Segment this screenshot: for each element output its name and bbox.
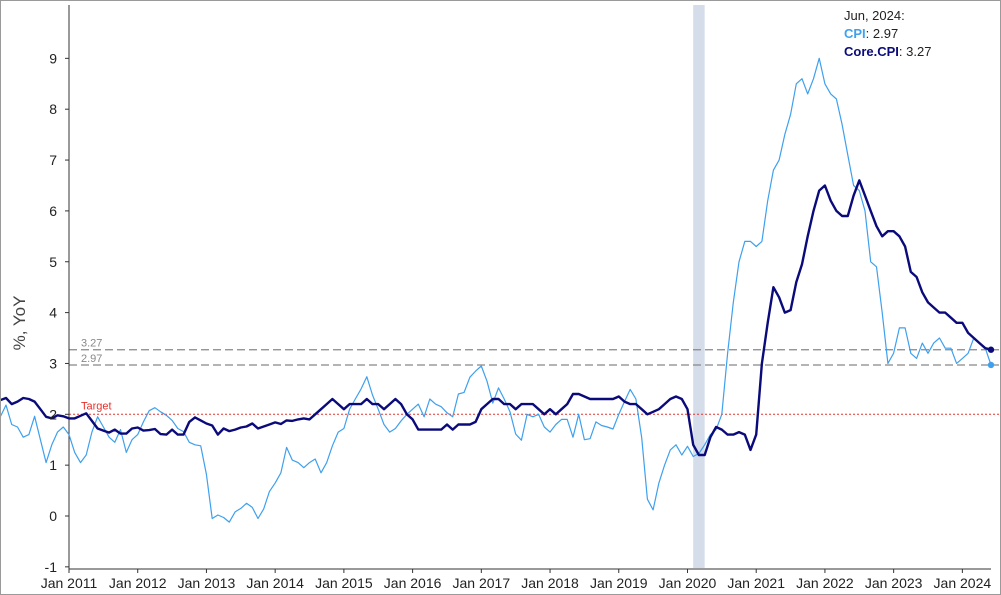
x-tick-label: Jan 2014 — [246, 575, 304, 591]
tooltip-row-cpi: CPI: 2.97 — [844, 26, 898, 41]
series-line-cpi — [1, 57, 992, 523]
y-tick-label: 1 — [49, 457, 57, 473]
tooltip-row-core: Core.CPI: 3.27 — [844, 44, 931, 59]
x-tick-label: Jan 2011 — [41, 575, 98, 591]
tooltip-core-value: 3.27 — [906, 44, 931, 59]
series-line-core-cpi — [1, 179, 992, 457]
y-tick-label: 2 — [49, 406, 57, 422]
y-tick-label: 4 — [49, 305, 57, 321]
y-axis-label: %, YoY — [10, 296, 29, 351]
x-tick-label: Jan 2013 — [178, 575, 236, 591]
x-tick-label: Jan 2015 — [315, 575, 373, 591]
y-tick-label: 6 — [49, 203, 57, 219]
series-end-marker-core-cpi — [987, 346, 995, 353]
x-tick-label: Jan 2021 — [727, 575, 785, 591]
x-tick-label: Jan 2022 — [796, 575, 854, 591]
series-lines — [1, 57, 995, 523]
x-tick-label: Jan 2023 — [865, 575, 923, 591]
y-tick-label: -1 — [45, 559, 58, 575]
reference-lines — [69, 349, 999, 415]
tick-labels: -1 0 1 2 3 4 5 6 7 8 9 Jan 2011 Jan 2012 Jan 2013 Jan … — [41, 50, 992, 591]
x-tick-label: Jan 2017 — [453, 575, 511, 591]
recession-band — [693, 5, 705, 568]
y-tick-label: 3 — [49, 355, 57, 371]
target-label: Target — [81, 400, 112, 412]
reference-label: 3.27 — [81, 338, 102, 350]
y-tick-label: 7 — [49, 152, 57, 168]
y-tick-label: 8 — [49, 101, 57, 117]
tooltip-cpi-value: 2.97 — [873, 26, 898, 41]
x-tick-label: Jan 2018 — [521, 575, 579, 591]
tooltip: Jun, 2024: CPI: 2.97 Core.CPI: 3.27 — [844, 8, 931, 59]
y-tick-label: 9 — [49, 50, 57, 66]
y-tick-label: 0 — [49, 508, 57, 524]
tooltip-date: Jun, 2024: — [844, 8, 905, 23]
x-tick-label: Jan 2020 — [659, 575, 717, 591]
tooltip-core-name: Core.CPI — [844, 44, 899, 59]
x-tick-label: Jan 2016 — [384, 575, 442, 591]
x-tick-label: Jan 2019 — [590, 575, 648, 591]
y-tick-label: 5 — [49, 254, 57, 270]
tooltip-cpi-name: CPI — [844, 26, 866, 41]
series-end-marker-cpi — [987, 361, 995, 369]
x-tick-label: Jan 2012 — [109, 575, 167, 591]
axes — [65, 5, 991, 573]
x-tick-label: Jan 2024 — [934, 575, 992, 591]
reference-label: 2.97 — [81, 353, 102, 365]
recession-shade — [693, 5, 705, 568]
